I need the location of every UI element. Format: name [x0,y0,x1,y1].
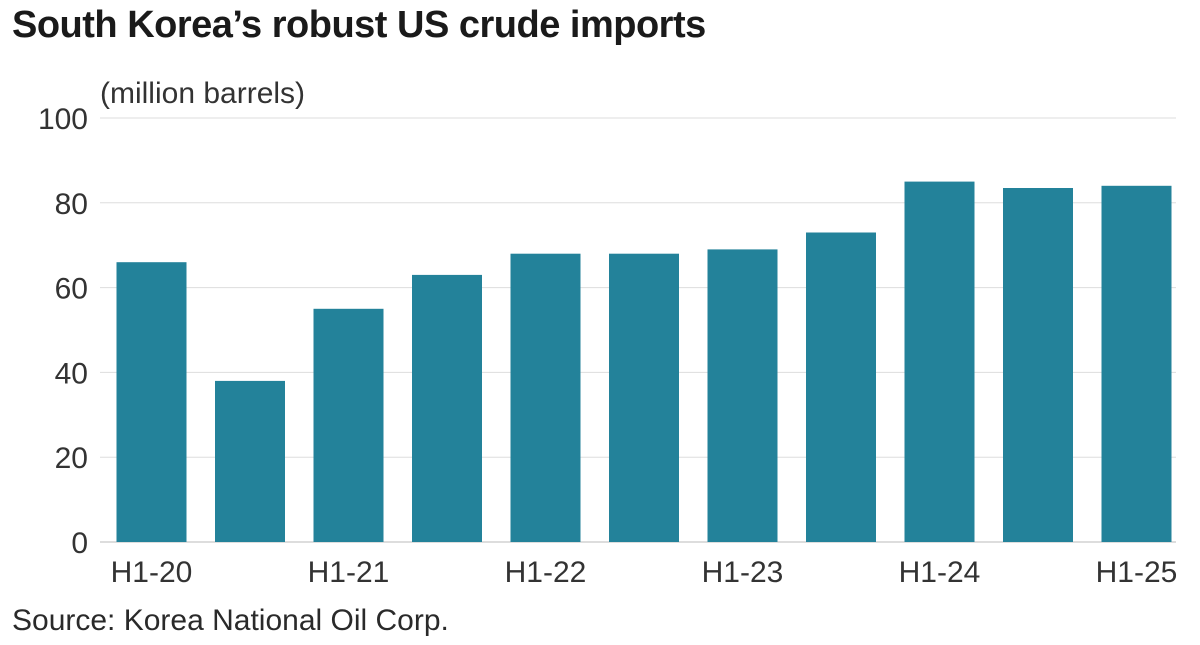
x-axis-ticks: H1-20 H1-21 H1-22 H1-23 H1-24 H1-25 [111,556,1178,589]
y-tick-label: 20 [55,442,88,475]
chart-title: South Korea’s robust US crude imports [12,4,706,46]
x-tick-label: H1-25 [1096,556,1178,589]
y-tick-label: 40 [55,357,88,390]
y-axis-unit-label: (million barrels) [100,77,305,110]
bar-h2-22 [609,253,679,542]
y-tick-label: 100 [38,103,88,136]
x-tick-label: H1-20 [111,556,193,589]
y-tick-label: 60 [55,273,88,306]
bar-h1-23 [707,249,778,542]
bar-h1-22 [510,253,581,542]
source-note: Source: Korea National Oil Corp. [12,604,449,637]
y-tick-label: 80 [55,188,88,221]
bar-h2-20 [215,380,285,542]
x-tick-label: H1-22 [505,556,587,589]
bar-h1-25 [1101,185,1172,543]
x-tick-label: H1-24 [899,556,981,589]
bars [116,181,1172,543]
x-tick-label: H1-21 [308,556,390,589]
bar-h2-23 [806,232,876,542]
y-axis-ticks: 0 20 40 60 80 100 [38,103,88,560]
bar-h1-20 [116,262,187,542]
bar-h2-24 [1003,188,1073,542]
y-tick-label: 0 [71,527,88,560]
bar-h1-24 [904,181,975,542]
bar-h2-21 [412,274,482,542]
x-tick-label: H1-23 [702,556,784,589]
bar-h1-21 [313,308,384,542]
